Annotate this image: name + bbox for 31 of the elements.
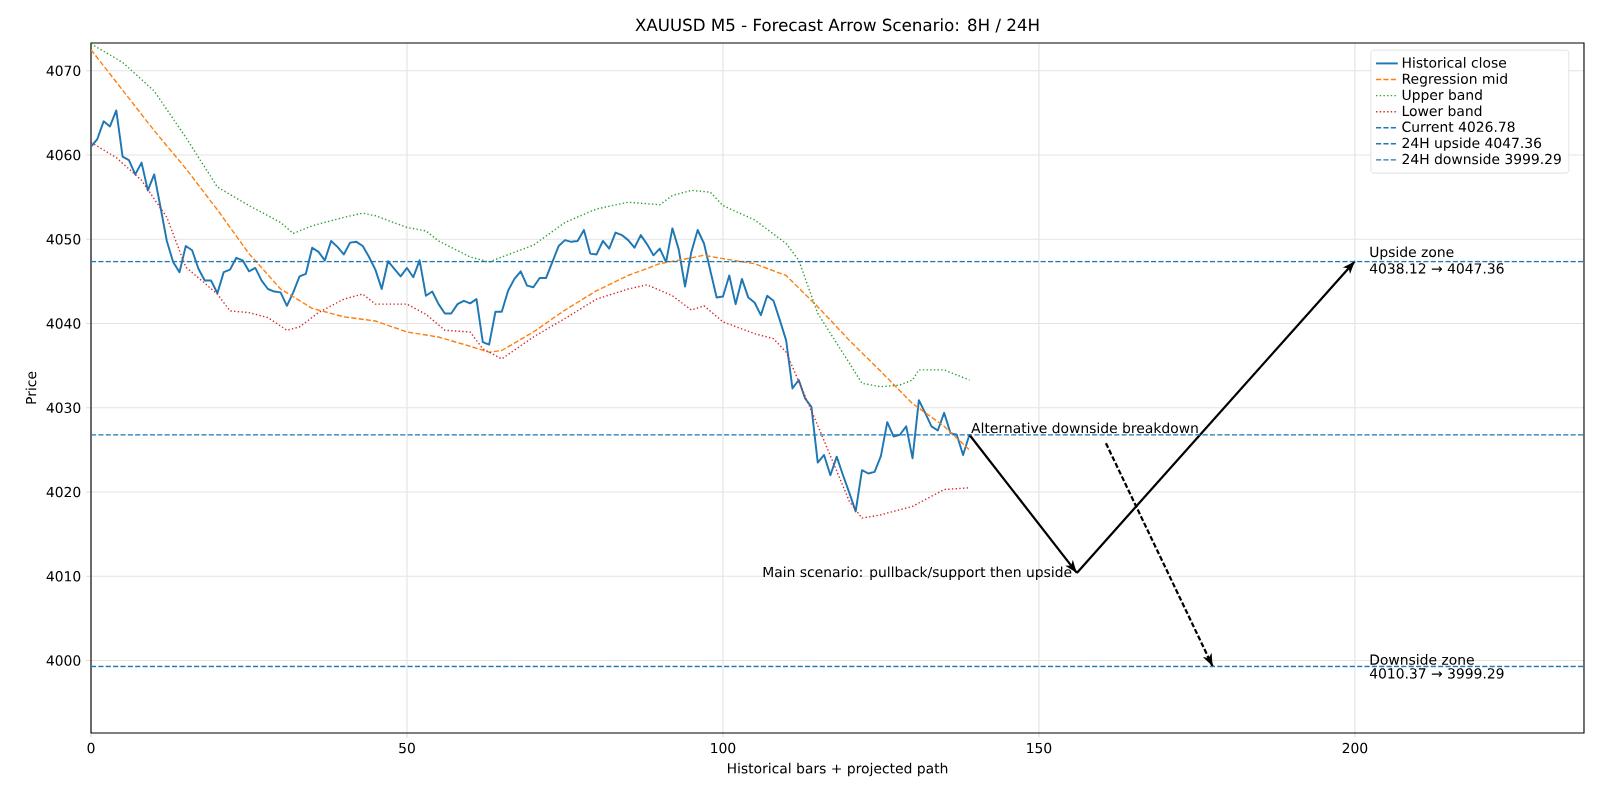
legend-label: Lower band [1402,105,1482,117]
x-tick-label: 200 [1342,742,1368,754]
annotation: Alternative downside breakdown [971,422,1198,434]
legend-label: 24H upside 4047.36 [1402,137,1542,151]
legend-label: Regression mid [1402,73,1507,87]
y-tick-label: 4020 [46,486,81,498]
legend-label: Current 4026.78 [1402,121,1515,133]
y-tick-label: 4000 [46,655,81,666]
y-tick-label: 4070 [46,65,81,77]
line-series [91,43,971,388]
y-tick-label: 4010 [46,571,81,582]
y-axis-title: Price [25,371,37,404]
annotation: Upside zone [1370,246,1454,260]
x-axis-title: Historical bars + projected path [727,762,948,777]
x-tick-label: 100 [711,742,736,754]
x-tick-label: 50 [399,742,415,754]
annotation: Main scenario: pullback/support then upside [763,566,1072,580]
annotation: 4038.12 → 4047.36 [1369,263,1504,274]
x-tick-label: 0 [87,742,95,754]
legend-label: Historical close [1402,57,1507,68]
legend-label: 24H downside 3999.29 [1402,153,1561,165]
y-tick-label: 4050 [46,234,81,245]
y-tick-label: 4040 [46,318,81,329]
chart-title: XAUUSD M5 - Forecast Arrow Scenario: 8H / 24H [635,18,1039,33]
annotation: 4010.37 → 3999.29 [1369,668,1504,679]
legend-label: Upper band [1402,89,1482,103]
x-tick-label: 150 [1027,742,1052,754]
y-tick-label: 4030 [46,402,81,414]
line-series [91,49,971,451]
annotation: Downside zone [1370,654,1474,665]
y-tick-label: 4060 [46,149,81,161]
